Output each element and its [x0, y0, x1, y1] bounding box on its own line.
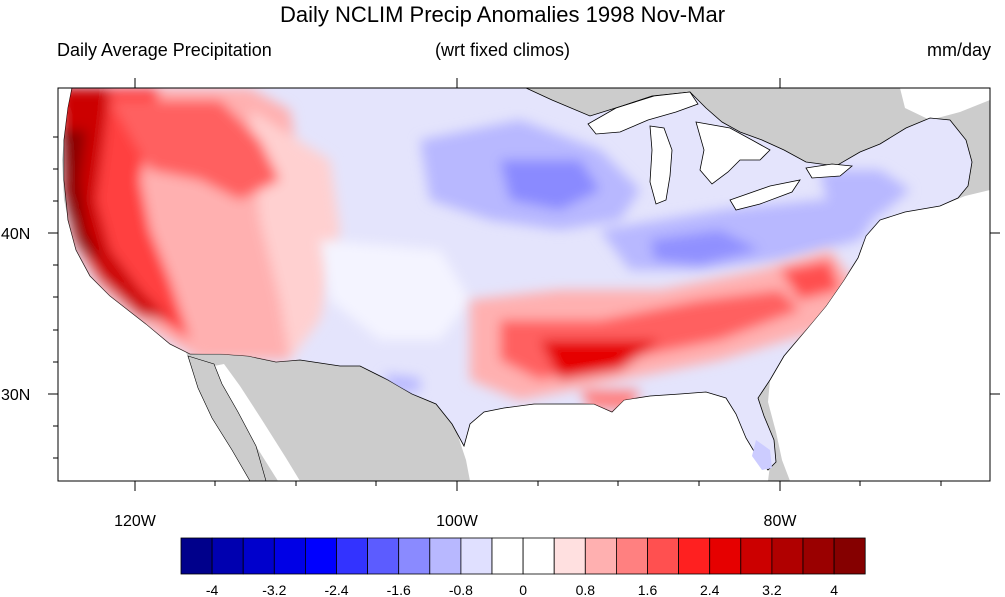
anomaly-carolinas	[780, 260, 840, 300]
great-lakes	[587, 91, 853, 211]
colorbar-swatch	[367, 537, 400, 575]
lake-michigan	[649, 125, 673, 205]
anomaly-ohio-core	[650, 230, 760, 265]
colorbar-tick-label: -3.2	[262, 582, 286, 597]
lake-erie	[729, 179, 801, 211]
colorbar-swatch	[771, 537, 804, 575]
lake-huron	[695, 121, 771, 185]
anomaly-northeast	[820, 170, 910, 215]
gulf-of-mexico	[440, 384, 770, 481]
colorbar	[180, 537, 866, 575]
colorbar-swatch	[678, 537, 711, 575]
anomaly-rockies	[110, 100, 280, 200]
map-frame	[57, 87, 991, 482]
colorbar-swatch	[709, 537, 742, 575]
subtitle-center: (wrt fixed climos)	[434, 40, 570, 60]
colorbar-swatch	[336, 537, 369, 575]
colorbar-swatch	[460, 537, 493, 575]
colorbar-swatch	[740, 537, 773, 575]
colorbar-tick-label: 2.4	[700, 582, 720, 597]
gulf-of-california	[214, 364, 300, 481]
colorbar-swatch	[491, 537, 524, 575]
colorbar-swatch	[211, 537, 244, 575]
colorbar-tick-label: 4	[830, 582, 838, 597]
atlantic-ocean	[768, 190, 990, 481]
anomaly-west-coast-core	[64, 88, 170, 320]
colorbar-swatch	[802, 537, 835, 575]
lon-label-120w: 120W	[114, 513, 157, 530]
lat-label-30n: 30N	[1, 387, 30, 404]
colorbar-tick-label: -0.8	[449, 582, 473, 597]
lake-superior	[587, 91, 699, 135]
anomaly-plains-white	[320, 240, 470, 340]
colorbar-tick-label: -4	[206, 582, 219, 597]
anomaly-southeast-core	[540, 340, 660, 380]
colorbar-tick-label: 0.8	[576, 582, 596, 597]
northern-water	[900, 88, 990, 120]
colorbar-tick-label: 3.2	[762, 582, 782, 597]
colorbar-swatch	[304, 537, 337, 575]
subtitle-left: Daily Average Precipitation	[57, 40, 272, 60]
colorbar-swatch	[398, 537, 431, 575]
colorbar-swatch	[833, 537, 866, 575]
anomaly-coast-darkest	[64, 130, 100, 260]
baja-california	[187, 355, 267, 481]
florida-keys	[752, 440, 772, 470]
axis-ticks	[48, 78, 1000, 491]
pacific-ocean	[58, 88, 262, 481]
colorbar-swatch	[522, 537, 555, 575]
colorbar-swatch	[180, 537, 213, 575]
colorbar-swatch	[242, 537, 275, 575]
colorbar-swatch	[553, 537, 586, 575]
lake-ontario	[805, 163, 853, 179]
anomaly-north-plains-core	[500, 160, 600, 210]
map-title: Daily NCLIM Precip Anomalies 1998 Nov-Ma…	[279, 2, 726, 27]
colorbar-labels: -4 -3.2 -2.4 -1.6 -0.8 0 0.8 1.6 2.4 3.2 4	[206, 582, 838, 597]
lat-label-40n: 40N	[1, 226, 30, 243]
colorbar-swatch	[616, 537, 648, 575]
colorbar-swatch	[584, 537, 617, 575]
colorbar-swatch	[647, 537, 680, 575]
colorbar-swatch	[273, 537, 306, 575]
colorbar-swatch	[429, 537, 462, 575]
lon-label-100w: 100W	[436, 513, 479, 530]
colorbar-tick-label: -1.6	[387, 582, 411, 597]
colorbar-tick-label: 1.6	[638, 582, 658, 597]
colorbar-tick-label: 0	[519, 582, 527, 597]
colorbar-tick-label: -2.4	[324, 582, 348, 597]
subtitle-right: mm/day	[926, 40, 991, 60]
lon-label-80w: 80W	[764, 513, 798, 530]
